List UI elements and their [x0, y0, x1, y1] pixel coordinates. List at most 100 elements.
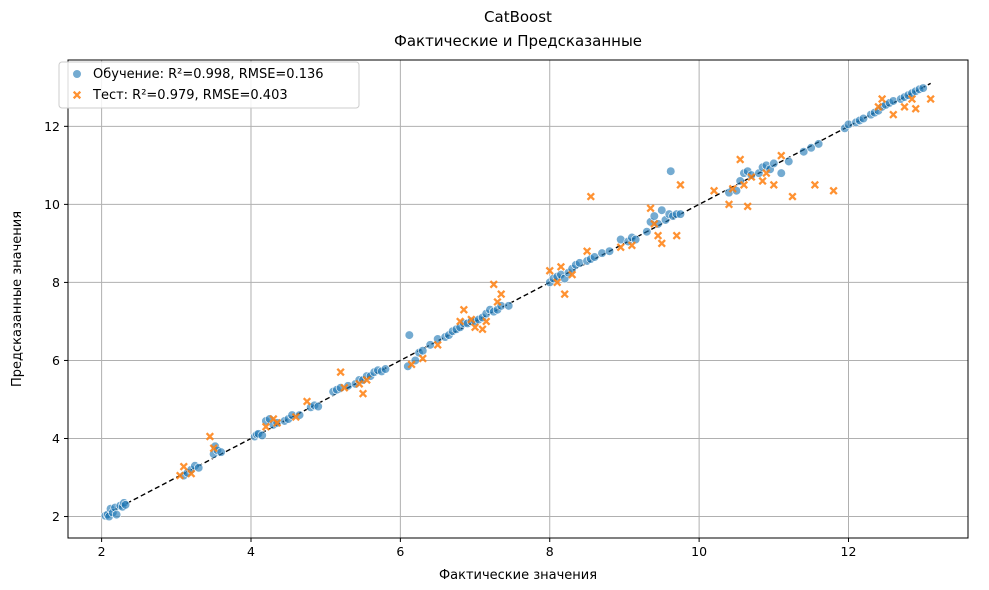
- test-point: [478, 325, 487, 334]
- test-point: [340, 383, 349, 392]
- test-point: [418, 354, 427, 363]
- x-axis-label: Фактические значения: [439, 568, 597, 583]
- test-point: [586, 192, 595, 201]
- legend-marker-test: [72, 90, 82, 100]
- train-point: [589, 252, 600, 262]
- test-point: [470, 323, 480, 332]
- test-point: [560, 290, 569, 299]
- test-point: [728, 184, 737, 193]
- grid-lines: [68, 60, 968, 538]
- legend: Обучение: R²=0.998, RMSE=0.136 Тест: R²=…: [58, 61, 360, 109]
- x-tick-label: 12: [841, 544, 857, 559]
- x-tick-label: 8: [546, 544, 554, 559]
- test-point: [175, 471, 185, 480]
- test-point: [273, 418, 282, 428]
- test-point: [769, 180, 778, 189]
- train-point: [111, 509, 122, 520]
- legend-box: [58, 61, 360, 109]
- test-point: [657, 239, 666, 248]
- test-point: [556, 262, 566, 271]
- train-point: [425, 340, 435, 350]
- train-point: [675, 209, 686, 219]
- chart-title: CatBoost: [484, 8, 552, 26]
- test-point: [877, 94, 887, 104]
- test-point: [205, 432, 215, 441]
- test-point: [179, 462, 188, 471]
- x-tick-label: 2: [98, 544, 106, 559]
- test-point: [433, 340, 442, 349]
- reference-line: [105, 82, 931, 516]
- train-point: [504, 301, 514, 311]
- y-tick-label: 4: [52, 431, 60, 446]
- train-point: [858, 113, 869, 124]
- test-point: [907, 94, 917, 104]
- reference-line-group: [105, 82, 931, 516]
- y-axis-label: Предсказанные значения: [10, 211, 25, 387]
- train-point: [120, 500, 131, 510]
- test-point: [568, 270, 577, 279]
- test-point: [646, 204, 655, 213]
- test-point: [545, 266, 554, 275]
- test-point: [497, 290, 506, 299]
- test-point: [650, 219, 659, 228]
- test-point: [627, 241, 637, 250]
- test-point: [482, 317, 491, 326]
- train-point: [642, 227, 652, 237]
- train-point: [604, 246, 615, 256]
- test-point: [291, 412, 300, 422]
- test-point: [493, 297, 502, 307]
- train-point: [404, 330, 414, 340]
- chart-subtitle: Фактические и Предсказанные: [394, 32, 642, 50]
- test-point: [459, 305, 468, 314]
- x-tick-label: 6: [396, 544, 404, 559]
- legend-label-train: Обучение: R²=0.998, RMSE=0.136: [93, 67, 324, 82]
- train-point: [657, 205, 667, 215]
- y-tick-label: 12: [44, 119, 60, 134]
- x-tick-label: 4: [247, 544, 255, 559]
- legend-label-test: Тест: R²=0.979, RMSE=0.403: [92, 88, 288, 103]
- test-point: [743, 202, 752, 211]
- data-points: [100, 83, 935, 522]
- test-point: [810, 180, 820, 189]
- train-point: [776, 168, 786, 178]
- train-point: [769, 158, 779, 169]
- test-point: [676, 180, 685, 189]
- train-point: [194, 463, 204, 473]
- axis-ticks: 2 4 6 8 10 12 2 4 6 8 10 12: [44, 119, 856, 559]
- test-point: [874, 102, 883, 111]
- test-point: [889, 110, 898, 119]
- test-point: [456, 317, 465, 326]
- train-point: [649, 211, 659, 221]
- test-point: [736, 155, 745, 164]
- test-point: [582, 247, 592, 256]
- test-point: [762, 169, 771, 178]
- test-point: [911, 104, 920, 113]
- train-point: [380, 364, 391, 374]
- test-point: [362, 375, 371, 385]
- test-point: [758, 176, 767, 186]
- test-point: [926, 94, 935, 104]
- test-point: [724, 200, 734, 209]
- test-point: [467, 315, 476, 324]
- test-point: [358, 389, 368, 398]
- test-point: [553, 278, 562, 287]
- legend-marker-train: [72, 69, 82, 79]
- train-point: [814, 139, 824, 149]
- train-point: [784, 156, 794, 167]
- train-point: [216, 447, 226, 457]
- train-point: [918, 83, 928, 93]
- test-point: [187, 469, 196, 478]
- train-point: [257, 430, 267, 440]
- train-point: [806, 143, 816, 153]
- y-tick-label: 8: [52, 275, 60, 290]
- test-point: [261, 422, 271, 431]
- y-tick-label: 10: [44, 197, 60, 212]
- y-tick-label: 2: [52, 509, 60, 524]
- test-point: [616, 243, 625, 252]
- test-point: [709, 186, 719, 195]
- test-point: [739, 180, 749, 189]
- test-point: [777, 151, 786, 160]
- test-point: [302, 397, 312, 406]
- test-point: [336, 368, 345, 377]
